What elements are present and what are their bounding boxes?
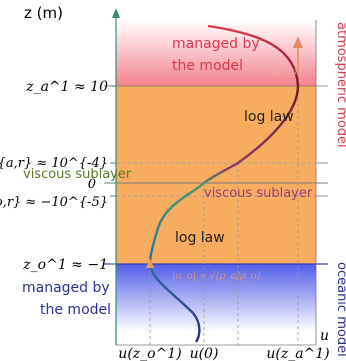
tick-zero: 0 (88, 177, 96, 192)
xtick-u0: u(0) (190, 346, 219, 361)
faint-lower-annotation: |u_o| ∝ √(ρ_a/ρ_o) (172, 271, 261, 282)
atmos-model-label: atmospheric model (334, 22, 346, 148)
xtick-uzo: u(z_o^1) (118, 346, 181, 361)
faint-upper-annotation: U_a(z_a) (258, 66, 302, 77)
ocean-model-label: oceanic model (334, 262, 346, 357)
viscous-lower-label: viscous sublayer (204, 186, 313, 201)
atmos-arrow-head (293, 36, 303, 48)
log-law-upper: log law (244, 109, 294, 125)
atmos-managed-line2: the model (172, 58, 243, 74)
tick-zar: z_u^{a,r} ≈ 10^{-4} (0, 156, 108, 171)
u-axis-label: u (320, 328, 329, 344)
tick-zo: z_o^1 ≈ −1 (22, 257, 108, 273)
z-axis-label: z (m) (24, 4, 63, 22)
ocean-managed-line1: managed by (22, 280, 110, 296)
z-axis-arrow (112, 8, 120, 18)
right-ticks (316, 85, 328, 197)
tick-zor: z_u^{o,r} ≈ −10^{-5} (0, 195, 108, 210)
left-ticks (110, 85, 116, 265)
vertical-guides (149, 86, 299, 345)
velocity-profile-curve (148, 24, 300, 343)
atmos-managed-line1: managed by (172, 36, 260, 52)
ocean-managed-band (116, 264, 316, 332)
tick-za: z_a^1 ≈ 10 (25, 79, 108, 95)
xtick-uza: u(z_a^1) (266, 346, 329, 361)
ocean-managed-line2: the model (40, 302, 111, 318)
viscous-upper-label: viscous sublayer (23, 167, 132, 182)
ocean-arrow (146, 258, 154, 268)
log-law-lower: log law (175, 230, 225, 246)
